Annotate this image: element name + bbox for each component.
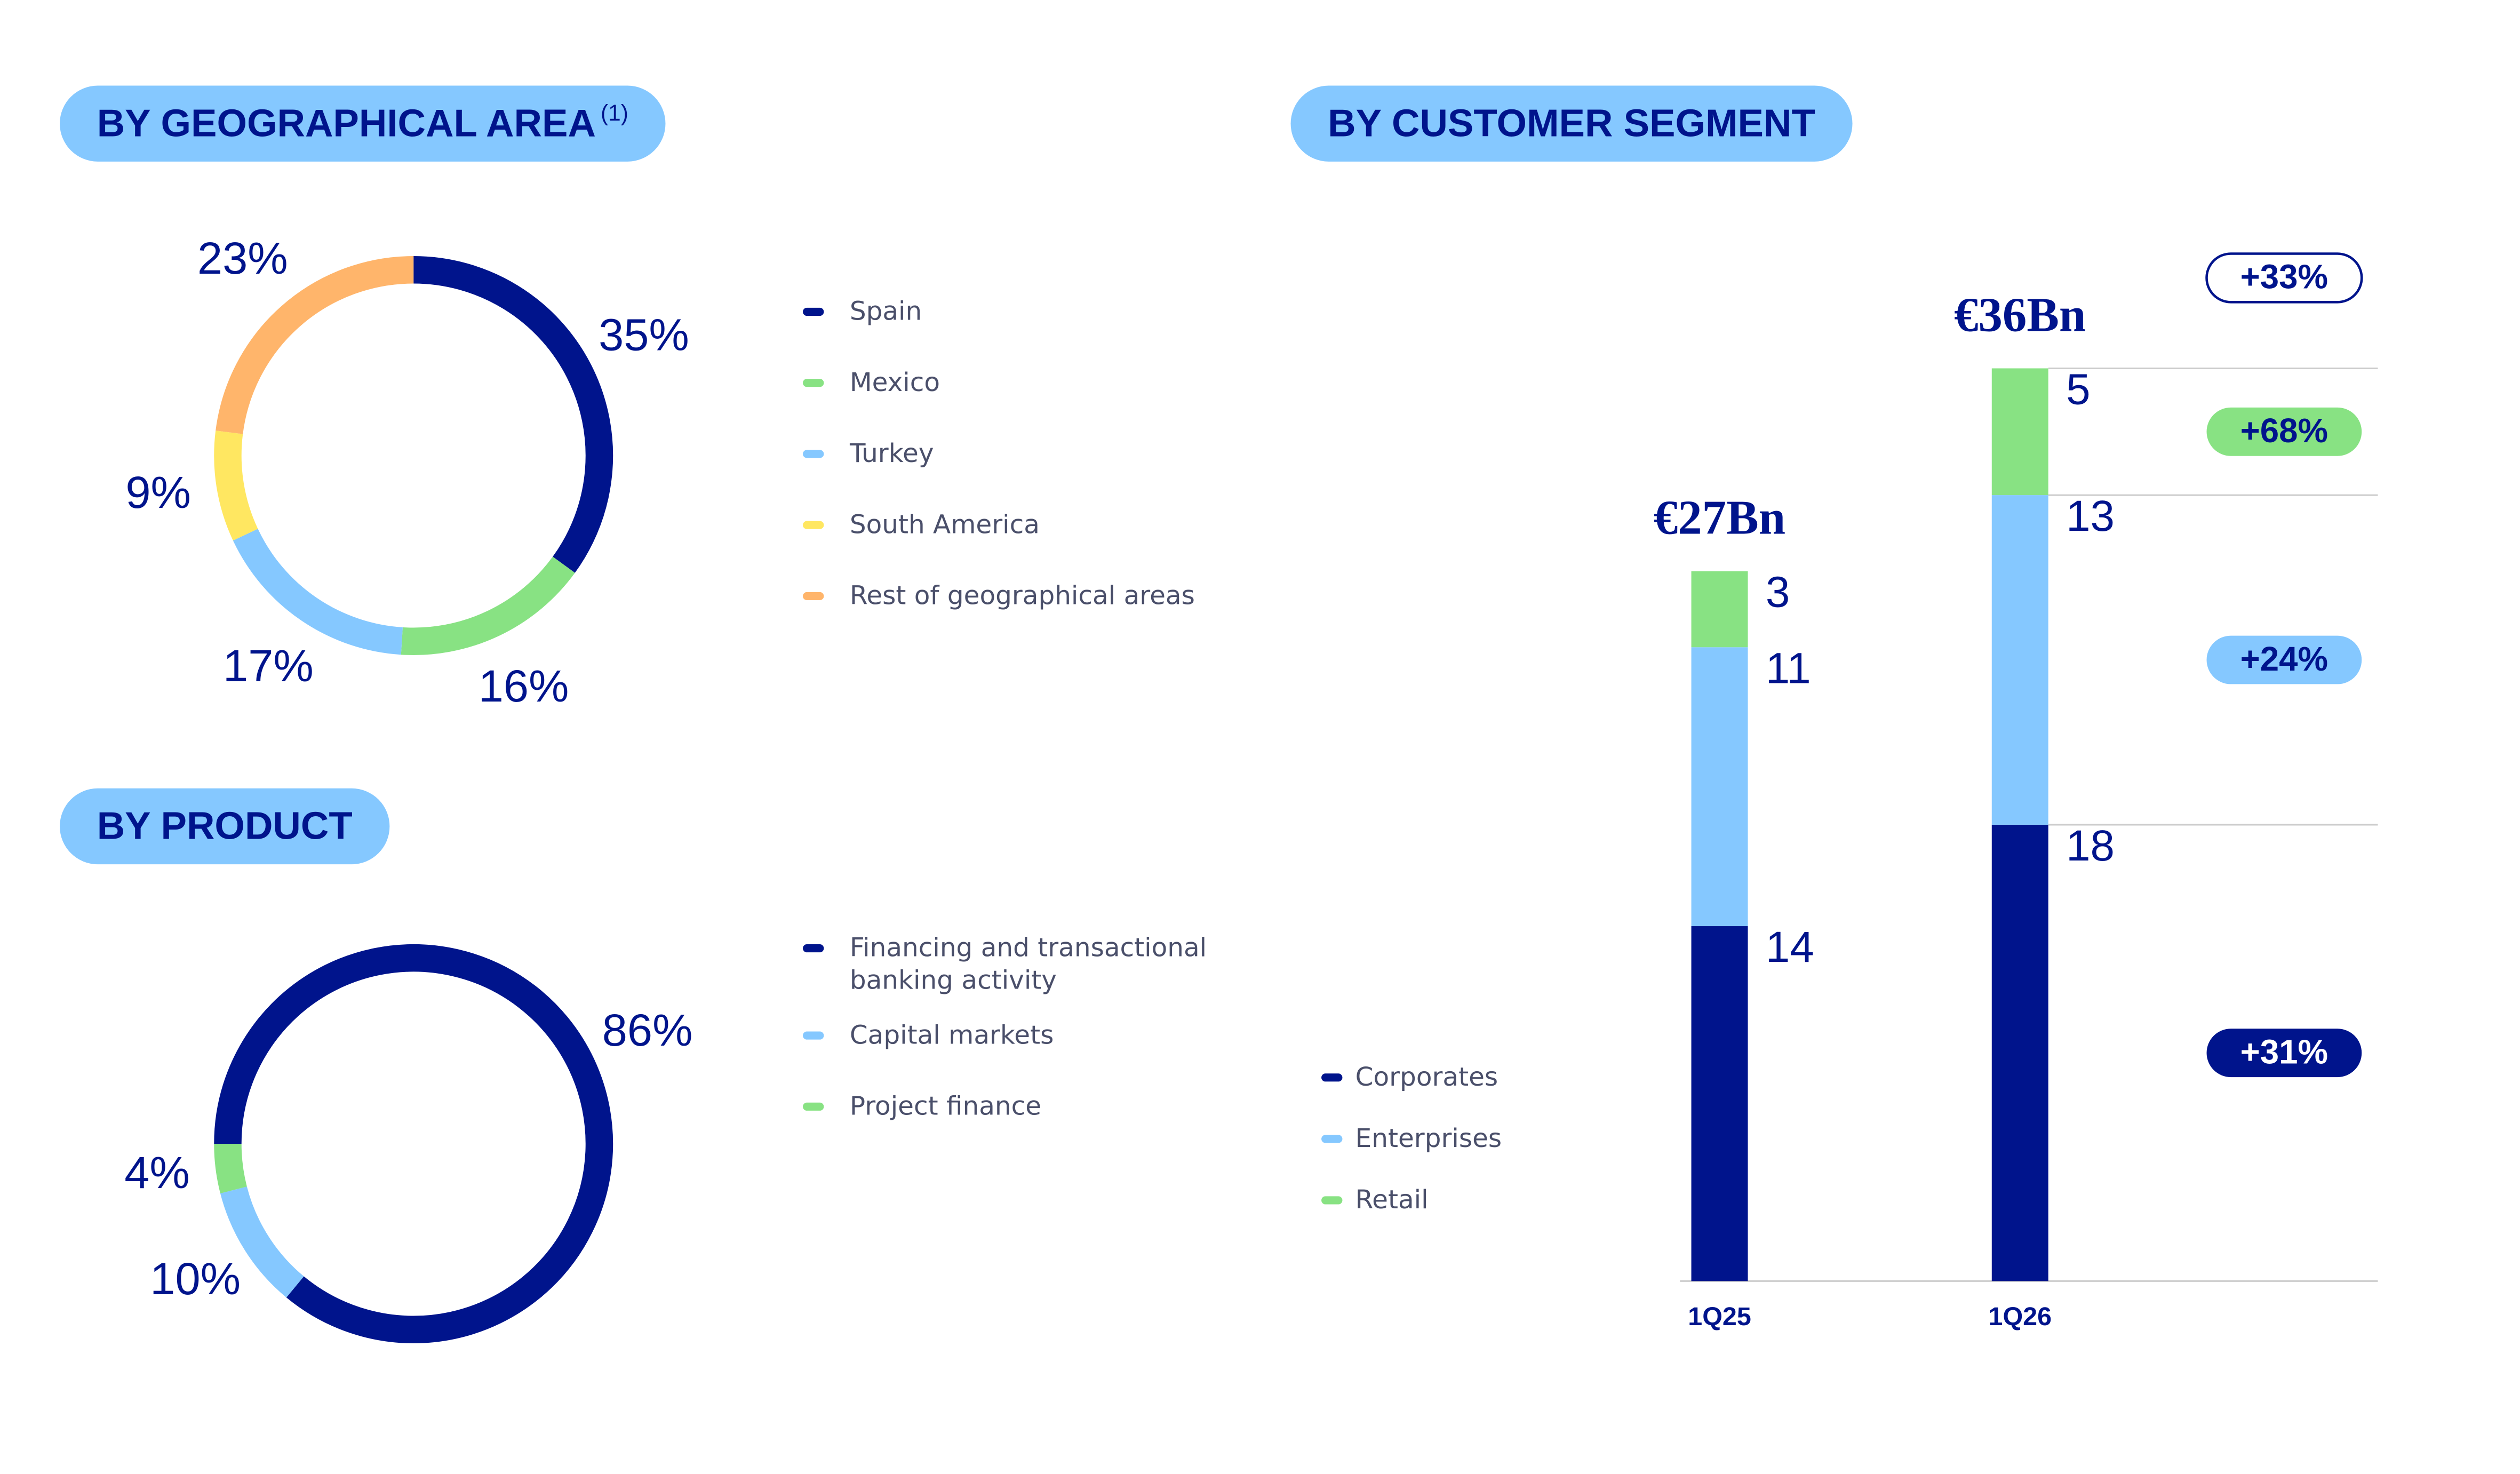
legend-label-box: Capital markets	[849, 1019, 1054, 1050]
legend-marker	[803, 307, 824, 316]
legend-label: Corporates	[1355, 1061, 1498, 1093]
legend-marker	[803, 379, 824, 387]
value-label: 17%	[223, 640, 314, 691]
donut-segment	[214, 431, 258, 541]
value-label: 14	[1766, 923, 1814, 971]
header-pill	[60, 85, 666, 162]
legend-label: Turkey	[849, 437, 934, 469]
legend-label: Spain	[849, 296, 922, 326]
value-label: 23%	[197, 233, 288, 283]
legend-label-box: Financing and transactional banking acti…	[849, 932, 1207, 995]
donut-segment	[233, 529, 403, 655]
growth-badge	[2206, 635, 2362, 684]
value-label: 5	[2066, 365, 2090, 413]
legend-marker	[803, 1031, 824, 1040]
legend-marker	[1321, 1073, 1343, 1082]
growth-label: +31%	[2240, 1033, 2328, 1071]
legend-label-box: South America	[849, 508, 1040, 540]
value-label: 3	[1766, 568, 1790, 617]
legend-marker	[1321, 1196, 1343, 1205]
legend-label: Retail	[1355, 1184, 1429, 1215]
legend-label-box: Corporates	[1355, 1061, 1498, 1093]
growth-badge	[2206, 407, 2362, 456]
legend-label: South America	[849, 508, 1040, 540]
bar-segment	[1991, 495, 2048, 825]
bar-segment	[1991, 824, 2048, 1281]
donut-segment	[214, 1143, 247, 1194]
legend-label: Enterprises	[1355, 1122, 1502, 1154]
value-label: 10%	[150, 1253, 241, 1304]
section-header: BY PRODUCT	[60, 788, 390, 865]
total-label: €27Bn	[1654, 491, 1785, 545]
legend-label-box: Turkey	[849, 437, 934, 469]
donut-segment	[216, 256, 414, 434]
bar-segment	[1691, 926, 1748, 1281]
value-label: 9%	[125, 467, 191, 517]
legend-label: Financing and transactional banking acti…	[849, 932, 1207, 995]
value-label: 13	[2066, 492, 2115, 540]
value-label: 4%	[124, 1147, 190, 1198]
legend-label-box: Spain	[849, 296, 922, 326]
header-title: BY GEOGRAPHICAL AREA	[97, 101, 596, 145]
value-label: 18	[2066, 822, 2115, 870]
legend-marker	[803, 944, 824, 953]
donut-segment	[214, 944, 613, 1343]
growth-label: +68%	[2240, 412, 2328, 450]
donut-segment	[413, 256, 613, 573]
legend-label: Rest of geographical areas	[849, 580, 1195, 611]
section-header: BY CUSTOMER SEGMENT	[1290, 85, 1853, 162]
legend-marker	[803, 521, 824, 529]
x-tick-label: 1Q25	[1688, 1302, 1751, 1331]
value-label: 35%	[599, 309, 689, 360]
growth-badge	[2206, 1029, 2362, 1078]
growth-label-total: +33%	[2240, 258, 2328, 296]
legend-label-box: Enterprises	[1355, 1122, 1502, 1154]
growth-badge-total	[2205, 252, 2363, 304]
header-pill	[60, 788, 390, 865]
legend-label-box: Retail	[1355, 1184, 1429, 1215]
bar-segment	[1691, 647, 1748, 927]
total-label: €36Bn	[1954, 288, 2086, 341]
header-note: (1)	[601, 100, 628, 125]
value-label: 86%	[602, 1005, 693, 1055]
legend-marker	[803, 592, 824, 601]
legend-label-box: Rest of geographical areas	[849, 580, 1195, 611]
header-title: BY CUSTOMER SEGMENT	[1328, 101, 1815, 145]
legend-label-box: Project finance	[849, 1090, 1042, 1121]
legend-label: Mexico	[849, 366, 940, 397]
x-tick-label: 1Q26	[1989, 1302, 2052, 1331]
legend-marker	[1321, 1135, 1343, 1143]
growth-label: +24%	[2240, 640, 2328, 678]
bar-segment	[1991, 368, 2048, 496]
legend-marker	[803, 1102, 824, 1111]
donut-segment	[401, 556, 575, 655]
header-pill	[1290, 85, 1853, 162]
value-label: 11	[1766, 644, 1811, 692]
section-header: BY GEOGRAPHICAL AREA (1)	[60, 85, 666, 162]
legend-label: Project finance	[849, 1090, 1042, 1121]
legend-label: Capital markets	[849, 1019, 1054, 1050]
legend-marker	[803, 450, 824, 458]
legend-label-box: Mexico	[849, 366, 940, 397]
donut-segment	[220, 1186, 304, 1298]
bar-segment	[1691, 571, 1748, 648]
header-title: BY PRODUCT	[97, 804, 353, 848]
value-label: 16%	[479, 660, 569, 711]
